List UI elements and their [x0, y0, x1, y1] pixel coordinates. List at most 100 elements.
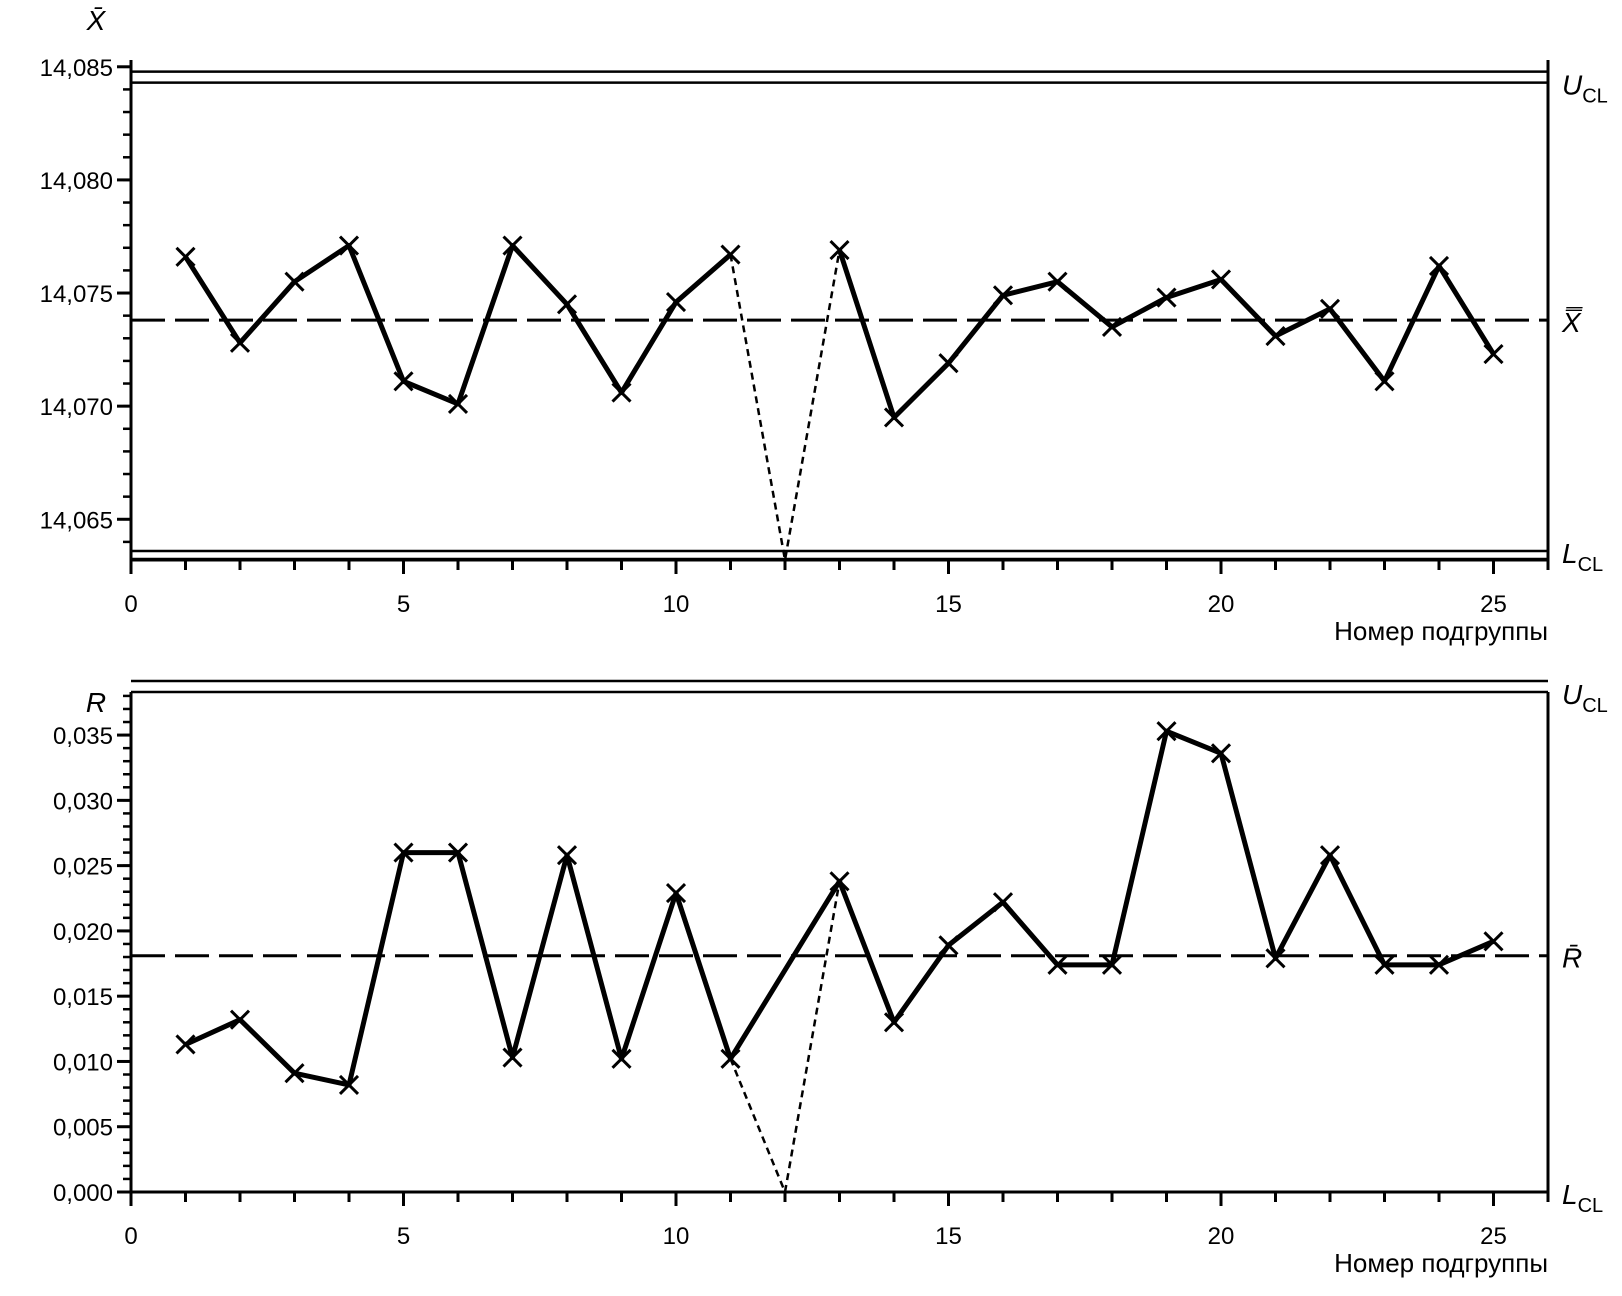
marker-stroke: [992, 285, 1014, 306]
data-point-marker: [556, 845, 578, 866]
data-point-marker: [992, 892, 1014, 913]
data-point-marker: [992, 285, 1014, 306]
data-point-marker: [1428, 255, 1450, 276]
y-tick-label: 0,005: [53, 1115, 113, 1142]
marker-stroke: [1319, 298, 1341, 319]
xbar-chart: 0 5 10 15 20 25 14,065 14,070 14,075 14,080 14,085…: [40, 5, 1608, 646]
data-point-marker: [720, 1048, 741, 1069]
y-tick-label: 14,080: [40, 168, 113, 195]
data-point-marker: [1319, 845, 1341, 866]
marker-stroke: [338, 235, 360, 256]
marker-stroke: [284, 271, 305, 292]
data-point-marker: [229, 332, 251, 353]
marker-stroke: [1101, 954, 1123, 975]
data-point-marker: [1210, 269, 1232, 290]
y-axis-title: R: [86, 687, 106, 718]
marker-stroke: [393, 842, 414, 863]
marker-stroke: [883, 407, 905, 428]
data-point-marker: [338, 235, 360, 256]
x-axis-title: Номер подгруппы: [1334, 1248, 1548, 1278]
series-line: [837, 249, 1496, 420]
y-axis-title: X̄: [86, 5, 107, 36]
x-tick-label: 20: [1208, 1223, 1235, 1250]
marker-stroke: [556, 845, 578, 866]
marker-stroke: [1047, 954, 1068, 975]
center-line-label: R̄: [1562, 943, 1582, 974]
marker-stroke: [229, 332, 251, 353]
y-tick-label: 0,000: [53, 1180, 113, 1207]
data-point-marker: [720, 244, 741, 265]
data-point-marker: [502, 235, 523, 256]
data-point-marker: [393, 842, 414, 863]
x-tick-label: 10: [663, 591, 690, 618]
data-point-marker: [611, 1048, 632, 1069]
marker-stroke: [1428, 954, 1450, 975]
data-point-marker: [829, 239, 850, 261]
data-point-marker: [938, 353, 959, 374]
marker-stroke: [447, 393, 469, 414]
data-point-marker: [1428, 954, 1450, 975]
range-chart: 0 5 10 15 20 25 0,000 0,005 0,010 0,015 0,020 0,025…: [53, 679, 1608, 1278]
data-point-marker: [1319, 298, 1341, 319]
marker-stroke: [611, 1048, 632, 1069]
y-tick-label: 0,025: [53, 854, 113, 881]
marker-stroke: [556, 294, 578, 315]
data-point-marker: [938, 935, 959, 956]
marker-stroke: [720, 1048, 741, 1069]
data-point-marker: [1265, 325, 1286, 347]
x-tick-label: 20: [1208, 591, 1235, 618]
lcl-label: LCL: [1562, 538, 1603, 576]
data-point-marker: [1047, 271, 1068, 292]
marker-stroke: [447, 842, 469, 863]
y-tick-label: 14,065: [40, 507, 113, 534]
x-tick-label: 0: [124, 1223, 137, 1250]
marker-stroke: [938, 935, 959, 956]
x-tick-label: 25: [1480, 591, 1507, 618]
marker-stroke: [1210, 269, 1232, 290]
data-point-marker: [829, 871, 850, 892]
excluded-connector: [729, 249, 841, 561]
marker-stroke: [1047, 271, 1068, 292]
marker-stroke: [1210, 743, 1232, 764]
marker-stroke: [502, 235, 523, 256]
data-point-marker: [393, 371, 414, 392]
data-point-marker: [1101, 954, 1123, 975]
marker-stroke: [883, 1012, 905, 1033]
y-tick-label: 14,070: [40, 394, 113, 421]
data-point-marker: [502, 1047, 523, 1068]
marker-stroke: [829, 239, 850, 261]
lcl-label-main: L: [1562, 538, 1578, 569]
data-point-marker: [284, 271, 305, 292]
data-point-marker: [1156, 721, 1177, 742]
data-point-marker: [447, 393, 469, 414]
y-tick-label: 0,010: [53, 1049, 113, 1076]
data-point-marker: [447, 842, 469, 863]
data-point-marker: [1483, 344, 1504, 365]
marker-stroke: [1483, 344, 1504, 365]
marker-stroke: [1265, 325, 1286, 347]
marker-stroke: [175, 246, 196, 267]
data-point-marker: [1374, 954, 1395, 975]
y-tick-label: 0,035: [53, 723, 113, 750]
y-tick-label: 14,075: [40, 281, 113, 308]
marker-stroke: [393, 371, 414, 392]
ucl-label: UCL: [1562, 70, 1608, 108]
y-tick-label: 0,030: [53, 788, 113, 815]
ucl-label-sub: CL: [1582, 695, 1608, 717]
data-point-marker: [1483, 931, 1504, 952]
data-point-marker: [1265, 948, 1286, 969]
series-line: [728, 728, 1495, 1061]
data-point-marker: [1101, 316, 1123, 338]
marker-stroke: [1319, 845, 1341, 866]
marker-stroke: [1156, 287, 1177, 308]
data-point-marker: [665, 292, 687, 313]
marker-stroke: [1428, 255, 1450, 276]
data-point-marker: [556, 294, 578, 315]
data-point-marker: [229, 1009, 251, 1030]
marker-stroke: [665, 882, 687, 904]
marker-stroke: [992, 892, 1014, 913]
x-tick-label: 0: [124, 591, 137, 618]
data-point-marker: [883, 1012, 905, 1033]
